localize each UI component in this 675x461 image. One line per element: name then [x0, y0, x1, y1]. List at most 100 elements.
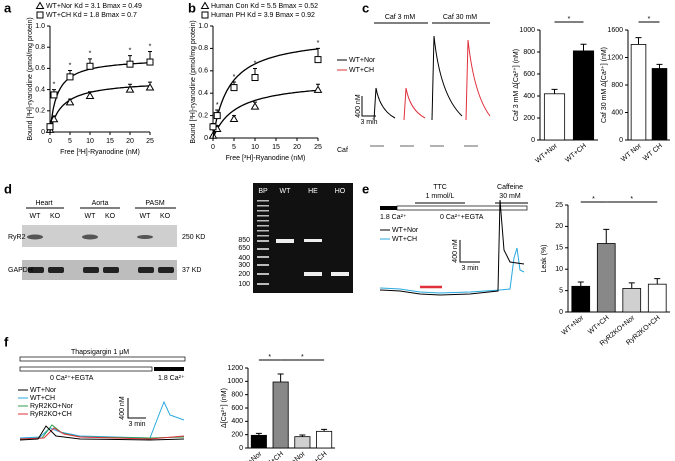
legend-text: WT+CH — [349, 67, 374, 74]
legend-marker — [201, 11, 209, 19]
lane: KO — [105, 213, 116, 220]
legend-text: WT+CH Kd = 1.8 Bmax = 0.7 — [46, 12, 137, 19]
annotation: * — [89, 51, 92, 58]
x-tick-label: WT CH — [642, 143, 664, 163]
gel: BP WT HE HO 850 650 400 300 200 100 — [238, 183, 353, 293]
scale-bar — [361, 96, 376, 117]
gel-lane: BP — [258, 188, 268, 195]
y-tick-label: 15 — [555, 245, 563, 252]
gel-bands — [276, 239, 349, 276]
point — [146, 58, 154, 66]
x-tick-label: WT+Nor — [534, 142, 559, 165]
panel-label: d — [4, 181, 12, 196]
egta-bar — [396, 205, 528, 211]
ladder — [257, 200, 269, 285]
panel-label: e — [362, 181, 369, 196]
x-axis-title: Free [³H]-Ryanodine (nM) — [60, 149, 140, 156]
x-tick-label: 15 — [272, 144, 280, 151]
y-tick-label: 400 — [523, 93, 535, 100]
trace — [19, 427, 185, 440]
annotation: * — [568, 16, 571, 23]
y-tick-label: 0.8 — [198, 45, 208, 52]
y-tick-label: 0.8 — [35, 44, 45, 51]
lane: KO — [50, 213, 61, 220]
bar — [630, 44, 647, 141]
ladder-label: 300 — [238, 262, 250, 269]
annotation: * — [648, 16, 651, 23]
point — [125, 85, 135, 93]
point — [251, 74, 259, 82]
trace — [431, 35, 463, 121]
blot-strip — [22, 260, 177, 280]
trace-e: TTC 1 mmol/L Caffeine 30 mM 1.8 Ca²⁺ 0 C… — [379, 184, 528, 296]
point — [230, 84, 238, 92]
y-tick-label: 600 — [523, 71, 535, 78]
drug-bar — [19, 356, 186, 362]
caf-label: Caf — [337, 147, 348, 154]
legend-text: RyR2KO+Nor — [30, 403, 74, 410]
y-tick-label: 1200 — [227, 365, 243, 372]
bar — [272, 381, 289, 449]
legend-marker — [35, 1, 45, 9]
drug-label: TTC — [433, 184, 447, 191]
drug-label: 30 mM — [499, 193, 521, 200]
annotation: * — [301, 354, 304, 361]
error-bar — [577, 281, 584, 287]
bar — [622, 288, 642, 313]
blot-strip — [22, 225, 177, 247]
point — [250, 102, 260, 110]
blot: Heart Aorta PASM WT KO WT KO WT KO RyR2 … — [8, 200, 205, 280]
x-tick-label: 5 — [232, 144, 236, 151]
legend-text: Human Con Kd = 5.5 Bmax = 0.52 — [211, 3, 318, 10]
x-tick-label: 20 — [126, 138, 134, 145]
ladder-label: 400 — [238, 255, 250, 262]
scale-bar — [127, 398, 146, 419]
trace — [379, 199, 525, 296]
panel-label: a — [4, 0, 12, 15]
point — [65, 97, 75, 106]
annotation: * — [53, 81, 56, 88]
stim-label: Caf 30 mM — [443, 14, 477, 21]
point — [85, 91, 95, 99]
x-tick-label: 0 — [48, 138, 52, 145]
point — [313, 85, 323, 93]
error-bar — [628, 282, 635, 289]
y-tick-label: 20 — [555, 223, 563, 230]
scale-label: 3 min — [461, 265, 478, 272]
lane: WT — [140, 213, 152, 220]
fit-curve — [49, 85, 151, 133]
bar — [647, 283, 667, 313]
trace-c: Caf 3 mM Caf 30 mM WT+Nor WT+CH 400 nM 3… — [337, 14, 491, 154]
error-bar — [635, 37, 642, 45]
y-tick-label: 0 — [619, 137, 623, 144]
legend-text: WT+CH — [392, 236, 417, 243]
point — [213, 112, 221, 120]
drug-label: 1 mmol/L — [426, 193, 455, 200]
panel-labels: a b c d e f — [4, 0, 369, 349]
x-tick-label: 0 — [211, 144, 215, 151]
y-tick-label: 200 — [523, 115, 535, 122]
annotation: * — [592, 196, 595, 203]
ladder-label: 650 — [238, 245, 250, 252]
scale-label: 3 min — [360, 119, 377, 126]
x-tick-label: 15 — [106, 138, 114, 145]
legend-text: WT+Nor — [30, 387, 57, 394]
lane: WT — [85, 213, 97, 220]
annotation: * — [69, 62, 72, 69]
legend-text: WT+CH — [30, 395, 55, 402]
point — [314, 56, 322, 64]
annotation: * — [216, 102, 219, 109]
x-tick-label: 10 — [86, 138, 94, 145]
legend-marker — [200, 1, 210, 9]
trace — [403, 87, 426, 121]
y-tick-label: 1200 — [607, 54, 623, 61]
x-tick-label: 5 — [68, 138, 72, 145]
legend-text: RyR2KO+CH — [30, 411, 72, 418]
y-tick-label: 1000 — [227, 378, 243, 385]
y-tick-label: 0.2 — [35, 108, 45, 115]
gel-lane: WT — [280, 188, 292, 195]
annotation: * — [268, 354, 271, 361]
y-axis-title: Leak (%) — [541, 244, 548, 272]
y-tick-label: 200 — [231, 432, 243, 439]
y-axis-title: Caf 30 mM Δ[Ca²⁺] (nM) — [601, 47, 608, 123]
